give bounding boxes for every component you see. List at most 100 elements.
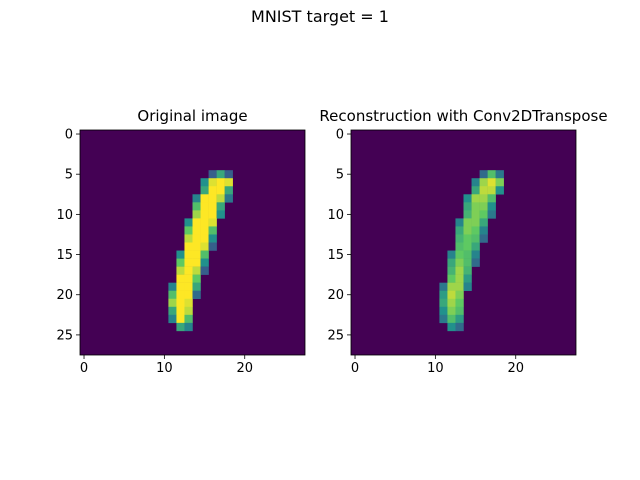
heatmap-cell [216,194,225,203]
heatmap-cell [184,218,193,227]
heatmap-cell [455,250,464,259]
heatmap-cell [192,274,201,283]
heatmap-cell [224,178,233,187]
heatmap-cell [447,274,456,283]
heatmap-cell [168,282,177,291]
x-tick-label: 10 [156,361,173,376]
heatmap-cell [176,306,185,316]
heatmap-cell [463,218,472,227]
heatmap-cell [463,194,472,203]
heatmap-cell [176,258,185,267]
y-tick-label: 15 [56,248,73,263]
panel-title: Reconstruction with Conv2DTranspose [319,107,607,125]
heatmap-cell [439,290,448,299]
heatmap-cell [184,234,193,243]
heatmap-cell [455,322,464,332]
heatmap-cell [192,210,201,219]
heatmap-cell [471,194,480,203]
heatmap-cell [471,250,480,259]
heatmap-cell [208,170,217,179]
heatmap-cell [224,170,233,179]
heatmap-cell [200,242,209,251]
heatmap-cell [216,178,225,187]
heatmap-cell [208,186,217,195]
heatmap-cell [471,202,480,211]
panel-title: Original image [137,107,247,125]
heatmap-cell [463,274,472,283]
heatmap-cell [455,218,464,227]
heatmap-cell [455,242,464,251]
heatmap-cell [200,194,209,203]
heatmap-cell [455,290,464,299]
heatmap-cell [208,194,217,203]
heatmap-cell [447,290,456,299]
y-tick-label: 10 [327,208,344,223]
heatmap-cell [200,178,209,187]
heatmap-cell [455,314,464,324]
heatmap-cell [447,314,456,324]
y-tick-label: 5 [336,168,344,183]
heatmap-cell [200,186,209,195]
heatmap-cell [192,234,201,243]
y-tick-label: 20 [56,288,73,303]
heatmap-cell [447,250,456,259]
heatmap-cell [208,218,217,227]
heatmap-cell [168,314,177,324]
y-tick-label: 20 [327,288,344,303]
heatmap-cell [487,202,496,211]
heatmap-cell [463,210,472,219]
heatmap-cell [479,186,488,195]
heatmap-cell [447,258,456,267]
heatmap-cell [208,210,217,219]
heatmap-cell [224,186,233,195]
heatmap-cell [192,282,201,291]
heatmap-cell [471,218,480,227]
heatmap-cell [168,298,177,308]
plot-frame [79,129,306,356]
heatmap-cell [471,186,480,195]
y-tick-label: 5 [65,168,73,183]
heatmap-cell [216,186,225,195]
heatmap-cell [208,234,217,243]
heatmap-cell [192,202,201,211]
heatmap-cell [495,178,504,187]
x-tick-label: 0 [80,361,88,376]
heatmap-cell [463,234,472,243]
heatmap-cell [192,226,201,235]
heatmap-panel: Reconstruction with Conv2DTranspose 0 10 20… [319,107,607,376]
heatmap-cell [479,218,488,227]
heatmap-cell [463,250,472,259]
heatmap-cell [184,290,193,299]
heatmap-cell [471,178,480,187]
x-tick-label: 10 [427,361,444,376]
heatmap-cell [200,258,209,267]
heatmap-cell [447,282,456,291]
heatmap-cell [439,306,448,316]
heatmap-cell [176,266,185,275]
heatmap-cell [184,322,193,332]
y-tick-label: 0 [65,128,73,143]
heatmap-cell [200,250,209,259]
heatmap-cell [184,242,193,251]
heatmap-cell [184,258,193,267]
heatmap-cell [495,170,504,179]
heatmap-cell [463,226,472,235]
heatmap-cell [439,314,448,324]
heatmap-cell [168,290,177,299]
heatmap-cell [176,322,185,332]
heatmap-cell [479,194,488,203]
heatmap-cell [455,258,464,267]
heatmap-cell [487,194,496,203]
heatmap-cell [471,210,480,219]
y-tick-label: 10 [56,208,73,223]
heatmap-cell [479,178,488,187]
heatmap-cell [447,322,456,332]
heatmap-cell [216,170,225,179]
heatmap-cell [479,234,488,243]
heatmap-cell [447,298,456,308]
y-tick-label: 15 [327,248,344,263]
heatmap-cell [192,218,201,227]
heatmap-cell [447,266,456,275]
heatmap-cell [471,242,480,251]
